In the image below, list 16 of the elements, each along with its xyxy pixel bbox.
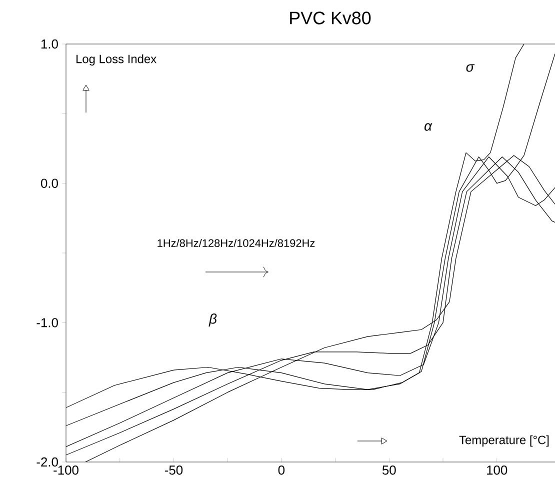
y-tick-label: 1.0 [41, 39, 58, 49]
y-tick-label: 0.0 [40, 178, 58, 188]
x-tick-label: -100 [54, 466, 78, 475]
x-tick-label: 100 [487, 466, 508, 475]
y-axis-title: Log Loss Index [76, 54, 156, 66]
annotation: σ [466, 64, 475, 72]
x-axis-title: Temperature [°C] [459, 435, 549, 447]
y-tick-label: -1.0 [36, 318, 58, 328]
annotation: β [208, 313, 217, 326]
annotation: 1Hz/8Hz/128Hz/1024Hz/8192Hz [158, 238, 315, 248]
x-tick-label: -50 [164, 466, 183, 475]
x-tick-label: 50 [382, 466, 396, 475]
y-tick-label: -2.0 [36, 457, 58, 467]
x-tick-label: 0 [278, 466, 285, 475]
chart-title: PVC Kv80 [290, 12, 371, 24]
annotation: α [424, 123, 432, 131]
